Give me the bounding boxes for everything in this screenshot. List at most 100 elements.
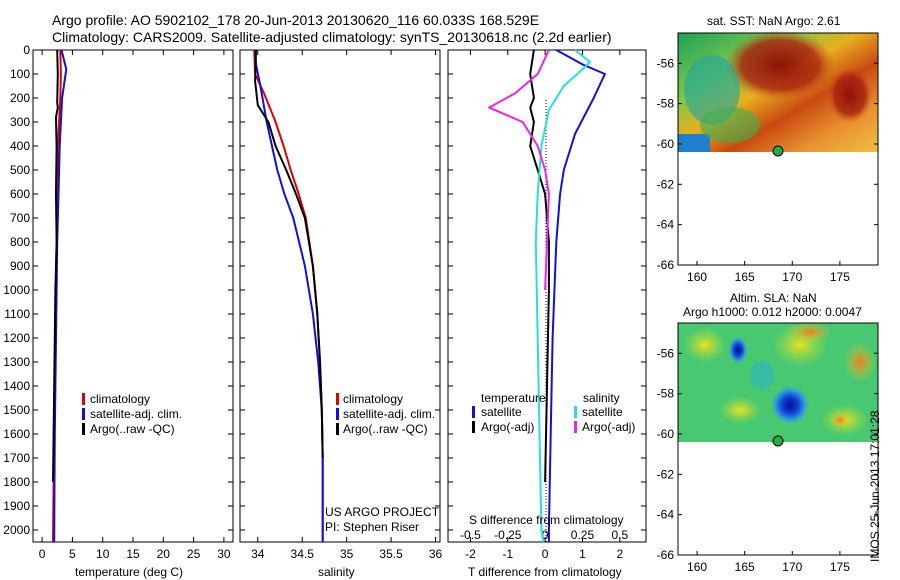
sla-map-frame	[677, 322, 879, 556]
map-x-tick-label: 175	[830, 560, 850, 574]
x-tick-label: 0	[39, 547, 46, 561]
legend-title-temperature: temperature	[481, 391, 546, 405]
depth-tick-label: 600	[10, 187, 30, 201]
depth-tick-label: 1200	[3, 331, 30, 345]
x-tick-label: 20	[157, 547, 171, 561]
temperature-difference-xlabel: T difference from climatology	[468, 565, 622, 579]
x-tick-label: 34.5	[291, 547, 315, 561]
depth-tick-label: 1700	[3, 451, 30, 465]
series-line-temperature-satellite	[547, 49, 606, 542]
sst-map-frame	[677, 32, 879, 266]
series-line-salinity-argo-adj-	[488, 49, 550, 291]
salinity-legend: climatology satellite-adj. clim. Argo(..…	[336, 392, 435, 436]
legend-swatch-climatology	[82, 393, 85, 405]
temperature-panel: 0100200300400500600700800900100011001200…	[3, 43, 234, 579]
temperature-plot-frame	[32, 49, 234, 543]
difference-legend: temperature salinity satellite Argo(-adj…	[472, 391, 635, 434]
pi-note: PI: Stephen Riser	[325, 520, 419, 534]
sst-map-title: sat. SST: NaN Argo: 2.61	[707, 14, 841, 28]
depth-tick-label: 1900	[3, 499, 30, 513]
s-diff-tick-label: 0	[542, 528, 549, 542]
legend-swatch-s-argo	[574, 421, 577, 433]
sla-map-subtitle: Argo h1000: 0.012 h2000: 0.0047	[683, 305, 862, 319]
depth-tick-label: 1000	[3, 283, 30, 297]
x-tick-label: -1	[502, 547, 513, 561]
depth-tick-label: 200	[10, 91, 30, 105]
depth-tick-label: 100	[10, 67, 30, 81]
sst-argo-location-marker	[772, 145, 784, 157]
difference-panel: -2 -1 0 1 2 -0.5 -0.25 0 0.25 0.5 temperature sal…	[447, 49, 647, 579]
s-diff-tick-label: -0.5	[460, 528, 481, 542]
x-tick-label: 10	[96, 547, 110, 561]
map-x-tick-label: 170	[782, 270, 802, 284]
sla-map: Altim. SLA: NaN Argo h1000: 0.012 h2000:…	[657, 291, 879, 574]
x-tick-label: 35.5	[379, 547, 403, 561]
legend-label-t-argo: Argo(-adj)	[481, 420, 534, 434]
depth-tick-label: 300	[10, 115, 30, 129]
legend-swatch-t-satellite	[472, 406, 475, 418]
x-tick-label: 35	[340, 547, 354, 561]
series-line-temperature-argo-adj-	[529, 49, 550, 483]
x-tick-label: 15	[126, 547, 140, 561]
difference-lines	[488, 49, 606, 543]
map-x-tick-label: 165	[735, 270, 755, 284]
sst-map: sat. SST: NaN Argo: 2.61 160 165 170 175 -56…	[657, 14, 879, 284]
sst-cold-patch	[678, 134, 710, 152]
map-y-tick-label: -66	[657, 548, 675, 562]
x-tick-label: 25	[187, 547, 201, 561]
legend-swatch-s-satellite	[574, 406, 577, 418]
sla-orange-bottom	[830, 412, 850, 428]
temperature-ticks: 0 5 10 15 20 25 30	[33, 49, 233, 561]
x-tick-label: 5	[69, 547, 76, 561]
legend-swatch-climatology	[336, 393, 339, 405]
sla-yellow-left	[683, 327, 727, 363]
map-y-tick-label: -60	[657, 137, 675, 151]
legend-label-climatology: climatology	[90, 392, 150, 406]
map-x-tick-label: 165	[735, 560, 755, 574]
header-line-2: Climatology: CARS2009. Satellite-adjuste…	[52, 29, 612, 45]
sla-orange-right	[844, 342, 876, 382]
legend-label-argo: Argo(..raw -QC)	[343, 422, 428, 436]
legend-label-s-argo: Argo(-adj)	[582, 420, 635, 434]
map-y-tick-label: -56	[657, 56, 675, 70]
sst-warm-patch	[828, 67, 872, 123]
depth-tick-label: 1800	[3, 475, 30, 489]
legend-label-satellite: satellite-adj. clim.	[90, 407, 182, 421]
map-y-tick-label: -62	[657, 467, 675, 481]
depth-tick-label: 1600	[3, 427, 30, 441]
depth-tick-label: 0	[23, 43, 30, 57]
depth-tick-label: 1100	[4, 307, 30, 321]
legend-label-s-satellite: satellite	[582, 405, 623, 419]
map-x-tick-label: 160	[687, 270, 707, 284]
depth-tick-label: 1400	[3, 379, 30, 393]
s-diff-tick-label: 0.25	[571, 528, 595, 542]
s-diff-tick-label: -0.25	[494, 528, 522, 542]
map-y-tick-label: -64	[657, 508, 675, 522]
s-diff-tick-label: 0.5	[612, 528, 629, 542]
depth-tick-label: 900	[10, 259, 30, 273]
x-tick-label: 0	[542, 547, 549, 561]
series-line-argo-raw-qc-	[254, 49, 324, 459]
x-tick-label: 36	[429, 547, 443, 561]
depth-tick-label: 700	[10, 211, 30, 225]
x-tick-label: 1	[579, 547, 586, 561]
x-tick-label: 2	[617, 547, 624, 561]
sla-yellow-lower-left	[718, 396, 762, 424]
sla-orange-top	[788, 322, 832, 342]
sla-blue-eddy-small	[728, 336, 748, 364]
legend-label-argo: Argo(..raw -QC)	[90, 422, 175, 436]
depth-tick-label: 1500	[3, 403, 30, 417]
legend-label-t-satellite: satellite	[481, 405, 522, 419]
project-note: US ARGO PROJECT	[325, 505, 440, 519]
series-line-argo-raw-qc-	[52, 49, 59, 483]
map-x-tick-label: 160	[687, 560, 707, 574]
sla-cyan-patch	[750, 361, 774, 389]
map-y-tick-label: -58	[657, 387, 675, 401]
sla-heatmap	[678, 322, 878, 442]
legend-swatch-t-argo	[472, 421, 475, 433]
legend-swatch-satellite	[336, 408, 339, 420]
legend-title-salinity: salinity	[583, 391, 620, 405]
sst-green-patch	[700, 107, 760, 143]
map-y-tick-label: -64	[657, 218, 675, 232]
